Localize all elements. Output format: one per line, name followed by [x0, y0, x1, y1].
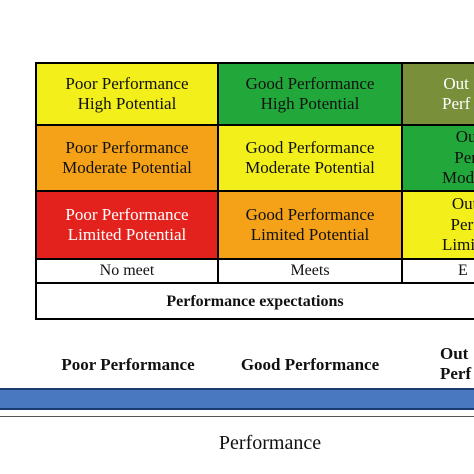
grid-cell-r2-c1: Good Performance Limited Potential [218, 191, 402, 259]
divider-line [0, 416, 474, 417]
grid-cell-r2-c2: Out Perf Limite [402, 191, 474, 259]
scale-label-good: Good Performance [240, 355, 380, 374]
grid-cell-r0-c1: Good Performance High Potential [218, 63, 402, 125]
grid-line-r1 [35, 124, 474, 126]
grid-line-top [35, 62, 474, 64]
grid-cell-r2-c0: Poor Performance Limited Potential [36, 191, 218, 259]
grid-cell-r1-c0: Poor Performance Moderate Potential [36, 125, 218, 191]
grid-line-c1 [217, 62, 219, 284]
axis-title: Performance expectations [166, 293, 344, 310]
grid-line-r2 [35, 190, 474, 192]
performance-caption: Performance [218, 431, 322, 454]
grid-line-bottom [35, 318, 474, 320]
grid-cell-r0-c0: Poor Performance High Potential [36, 63, 218, 125]
column-label-exceeds: E [402, 259, 474, 283]
grid-line-r4 [35, 282, 474, 284]
grid-cell-r0-c2: Out Perf [402, 63, 474, 125]
grid-cell-r1-c1: Good Performance Moderate Potential [218, 125, 402, 191]
column-label-meets: Meets [218, 259, 402, 283]
grid-line-left [35, 62, 37, 320]
grid-cell-r1-c2: Out Perf Modera [402, 125, 474, 191]
column-label-no-meet: No meet [36, 259, 218, 283]
performance-bar [0, 388, 474, 410]
grid-line-r3 [35, 258, 474, 260]
scale-label-poor: Poor Performance [61, 355, 195, 374]
grid-line-c2 [401, 62, 403, 284]
scale-label-outstanding: Out Perf [440, 344, 472, 384]
